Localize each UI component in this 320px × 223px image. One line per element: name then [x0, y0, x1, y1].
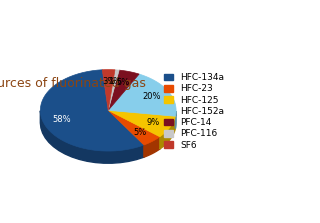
Polygon shape: [108, 74, 176, 116]
Text: 58%: 58%: [52, 115, 71, 124]
Polygon shape: [108, 110, 160, 145]
Text: 3%: 3%: [102, 76, 115, 85]
Polygon shape: [108, 70, 139, 110]
Polygon shape: [40, 111, 144, 163]
Text: 1%: 1%: [108, 77, 121, 86]
Polygon shape: [40, 70, 144, 151]
Legend: HFC-134a, HFC-23, HFC-125, HFC-152a, PFC-14, PFC-116, SF6: HFC-134a, HFC-23, HFC-125, HFC-152a, PFC…: [162, 71, 226, 151]
Polygon shape: [108, 110, 175, 137]
Polygon shape: [102, 70, 115, 110]
Text: 20%: 20%: [142, 92, 161, 101]
Polygon shape: [144, 137, 160, 157]
Text: 9%: 9%: [146, 118, 159, 127]
Polygon shape: [175, 111, 176, 128]
Text: 5%: 5%: [117, 78, 130, 87]
Polygon shape: [108, 70, 119, 110]
Polygon shape: [160, 116, 175, 149]
Text: 5%: 5%: [133, 128, 147, 137]
Text: Human sources of fluorinated gas: Human sources of fluorinated gas: [0, 77, 146, 90]
